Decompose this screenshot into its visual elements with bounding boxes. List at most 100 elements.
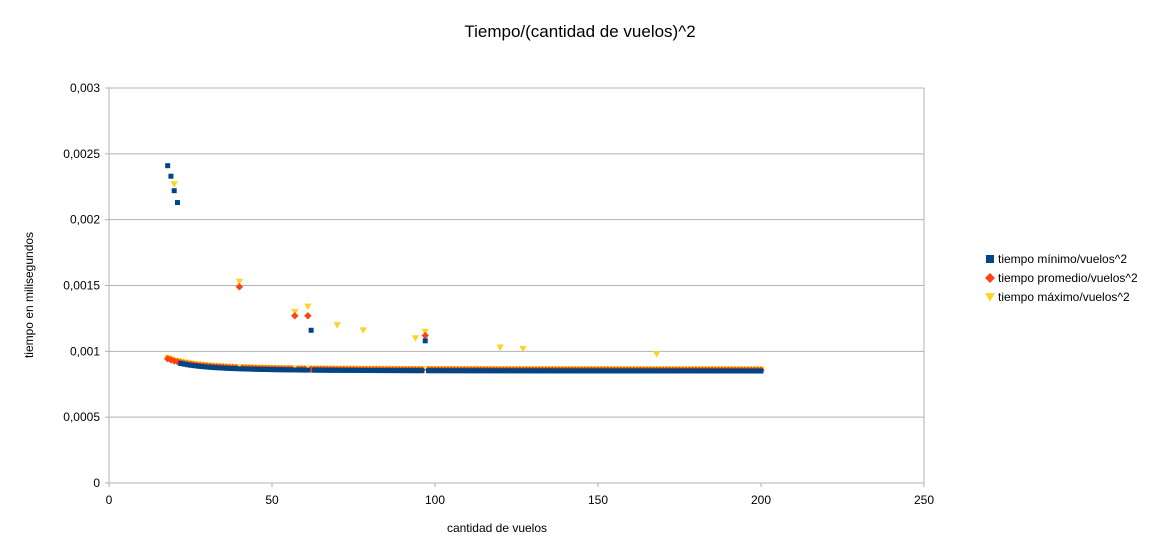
data-point [745, 368, 751, 374]
legend-item: tiempo mínimo/vuelos^2 [986, 252, 1127, 266]
data-point [351, 367, 356, 373]
data-point [618, 368, 624, 374]
data-point [380, 368, 386, 374]
data-point [223, 365, 229, 371]
data-point [377, 368, 383, 374]
data-point [478, 368, 484, 374]
data-point [611, 368, 617, 374]
data-point [285, 367, 291, 373]
data-point [243, 366, 249, 372]
data-point [690, 368, 696, 374]
data-point [644, 368, 650, 374]
data-point [201, 364, 207, 370]
data-point [683, 368, 689, 374]
data-point [748, 368, 754, 374]
series-points [164, 181, 765, 373]
data-point [170, 181, 178, 188]
data-point [262, 366, 268, 372]
data-point [637, 368, 643, 374]
x-tick-label: 150 [588, 493, 608, 507]
data-point [471, 368, 477, 374]
data-point [308, 327, 314, 333]
data-point [311, 367, 317, 373]
data-point [432, 368, 438, 374]
data-point [246, 366, 252, 372]
data-point [709, 368, 715, 374]
data-point [540, 368, 546, 374]
data-point [729, 368, 735, 374]
data-point [282, 367, 288, 373]
data-point [214, 365, 220, 371]
data-point [304, 303, 312, 311]
data-point [315, 367, 321, 373]
data-point [572, 368, 578, 374]
data-point [390, 368, 396, 374]
data-point [210, 364, 216, 370]
data-point [628, 368, 634, 374]
y-axis: 0 0,0005 0,001 0,0015 0,002 0,0025 0,003 [63, 81, 109, 490]
data-point [170, 357, 178, 365]
y-tick-label: 0,0025 [63, 147, 100, 161]
data-point [758, 368, 764, 374]
data-point [530, 368, 536, 374]
data-point [566, 368, 572, 374]
x-tick-label: 250 [914, 493, 934, 507]
data-point [592, 368, 598, 374]
data-point [333, 322, 341, 329]
data-point [458, 368, 464, 374]
data-point [494, 368, 500, 374]
data-point [197, 363, 203, 369]
x-tick-label: 200 [751, 493, 771, 507]
data-point [719, 368, 725, 374]
data-point [289, 367, 295, 373]
data-point [631, 368, 637, 374]
data-point [517, 368, 523, 374]
data-point [699, 368, 705, 374]
x-tick-label: 0 [106, 493, 113, 507]
data-point [504, 368, 510, 374]
legend-marker [985, 273, 995, 283]
data-point [562, 368, 568, 374]
data-point [716, 368, 722, 374]
data-point [207, 364, 213, 370]
data-point [523, 368, 529, 374]
data-point [553, 368, 559, 374]
data-point [549, 368, 555, 374]
data-point [667, 368, 673, 374]
data-point [585, 368, 591, 374]
x-axis-label: cantidad de vuelos [447, 521, 547, 535]
x-tick-label: 100 [425, 493, 445, 507]
data-points [163, 163, 765, 374]
data-point [621, 368, 627, 374]
data-point [266, 367, 272, 373]
series-points [165, 163, 764, 374]
data-point [370, 368, 376, 374]
data-point [510, 368, 516, 374]
data-point [347, 367, 353, 373]
data-point [220, 365, 226, 371]
data-point [634, 368, 640, 374]
data-point [588, 368, 594, 374]
data-point [292, 367, 298, 373]
data-point [569, 368, 575, 374]
data-point [641, 368, 647, 374]
legend-marker [985, 293, 995, 302]
data-point [178, 360, 184, 366]
data-point [354, 367, 360, 373]
data-point [487, 368, 493, 374]
data-point [399, 368, 405, 374]
data-point [165, 163, 171, 169]
data-point [416, 368, 422, 374]
data-point [276, 367, 282, 373]
data-point [448, 368, 454, 374]
data-point [474, 368, 480, 374]
data-point [194, 363, 200, 369]
data-point [302, 367, 308, 373]
data-point [435, 368, 441, 374]
data-point [680, 368, 686, 374]
data-point [171, 188, 177, 194]
data-point [654, 368, 660, 374]
data-point [647, 368, 653, 374]
data-point [546, 368, 552, 374]
data-point [403, 368, 409, 374]
